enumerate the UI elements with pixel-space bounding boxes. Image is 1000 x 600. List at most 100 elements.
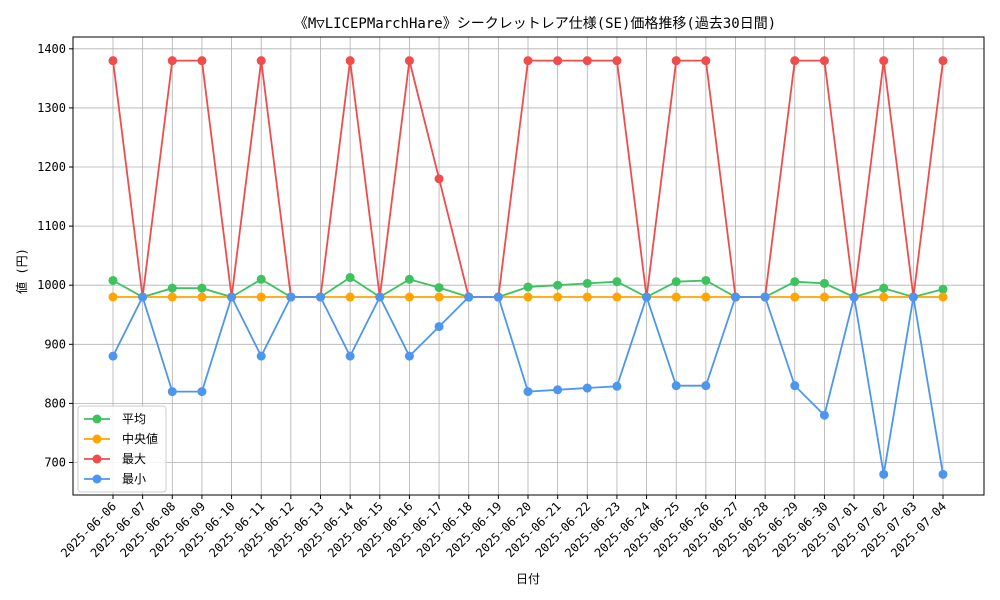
data-point — [582, 278, 592, 288]
data-point — [138, 292, 148, 302]
data-point — [701, 56, 711, 66]
data-point — [523, 387, 533, 397]
data-point — [404, 274, 414, 284]
data-point — [434, 283, 444, 293]
data-point — [345, 273, 355, 283]
data-point — [553, 292, 563, 302]
data-point — [819, 292, 829, 302]
data-point — [731, 292, 740, 302]
data-point — [671, 292, 681, 302]
data-point — [108, 56, 118, 66]
data-point — [167, 56, 177, 66]
data-point — [404, 292, 414, 302]
y-tick-label: 900 — [44, 337, 66, 351]
data-point — [612, 277, 622, 287]
legend-marker — [92, 414, 102, 424]
data-point — [908, 292, 918, 302]
data-point — [316, 292, 325, 302]
data-point — [790, 292, 800, 302]
data-point — [523, 292, 533, 302]
data-point — [434, 322, 444, 332]
data-point — [197, 56, 207, 66]
data-point — [790, 56, 800, 66]
data-point — [879, 56, 889, 66]
data-point — [938, 469, 948, 479]
x-axis-label: 日付 — [516, 572, 540, 586]
data-point — [760, 292, 770, 302]
y-tick-label: 1000 — [37, 278, 66, 292]
legend-label: 中央値 — [122, 431, 158, 446]
y-tick-label: 1400 — [37, 42, 66, 56]
data-point — [523, 56, 533, 66]
data-point — [345, 56, 355, 66]
data-point — [108, 292, 118, 302]
data-point — [701, 275, 711, 285]
data-point — [256, 351, 266, 361]
data-point — [819, 410, 829, 420]
data-point — [197, 387, 207, 397]
y-tick-label: 1100 — [37, 219, 66, 233]
legend-label: 平均 — [122, 412, 146, 426]
data-point — [819, 278, 829, 288]
data-point — [790, 381, 800, 391]
legend-box — [77, 405, 167, 493]
legend-marker — [92, 454, 102, 464]
data-point — [523, 282, 533, 292]
y-axis-ticks: 700 800 900 1000 1100 1200 1300 1400 — [37, 42, 73, 469]
series-group — [108, 56, 948, 479]
y-tick-label: 800 — [44, 396, 66, 410]
data-point — [108, 351, 118, 361]
data-point — [227, 292, 237, 302]
data-point — [464, 292, 474, 302]
data-point — [256, 56, 266, 66]
data-point — [286, 292, 296, 302]
data-point — [612, 292, 622, 302]
data-point — [612, 381, 622, 391]
data-point — [938, 292, 948, 302]
data-point — [612, 56, 622, 66]
data-point — [582, 56, 592, 66]
legend-label: 最小 — [122, 472, 146, 486]
data-point — [671, 381, 681, 391]
data-point — [553, 385, 563, 395]
plot-frame — [72, 36, 985, 496]
y-tick-label: 700 — [44, 455, 66, 469]
data-point — [404, 351, 414, 361]
data-point — [701, 292, 711, 302]
data-point — [671, 56, 681, 66]
data-point — [434, 174, 444, 184]
data-point — [879, 292, 889, 302]
data-point — [167, 387, 177, 397]
data-point — [197, 292, 207, 302]
data-point — [582, 383, 592, 393]
chart-title: 《M▽LICEPMarchHare》シークレットレア仕様(SE)価格推移(過去3… — [294, 16, 776, 32]
data-point — [345, 292, 355, 302]
grid — [73, 37, 984, 495]
legend-label: 最大 — [122, 452, 146, 466]
data-point — [256, 292, 266, 302]
legend-marker — [92, 474, 102, 484]
data-point — [553, 56, 563, 66]
data-point — [493, 292, 503, 302]
data-point — [790, 277, 800, 287]
data-point — [701, 381, 711, 391]
data-point — [849, 292, 859, 302]
y-axis-label: 値 (円) — [14, 248, 29, 294]
y-tick-label: 1300 — [37, 101, 66, 115]
data-point — [938, 284, 948, 294]
data-point — [582, 292, 592, 302]
data-point — [671, 277, 681, 287]
data-point — [167, 292, 177, 302]
data-point — [197, 283, 207, 293]
y-tick-label: 1200 — [37, 160, 66, 174]
data-point — [404, 56, 414, 66]
data-point — [167, 283, 177, 293]
data-point — [108, 275, 118, 285]
data-point — [642, 292, 652, 302]
data-point — [879, 283, 889, 293]
data-point — [819, 56, 829, 66]
data-point — [375, 292, 385, 302]
data-point — [553, 280, 563, 290]
